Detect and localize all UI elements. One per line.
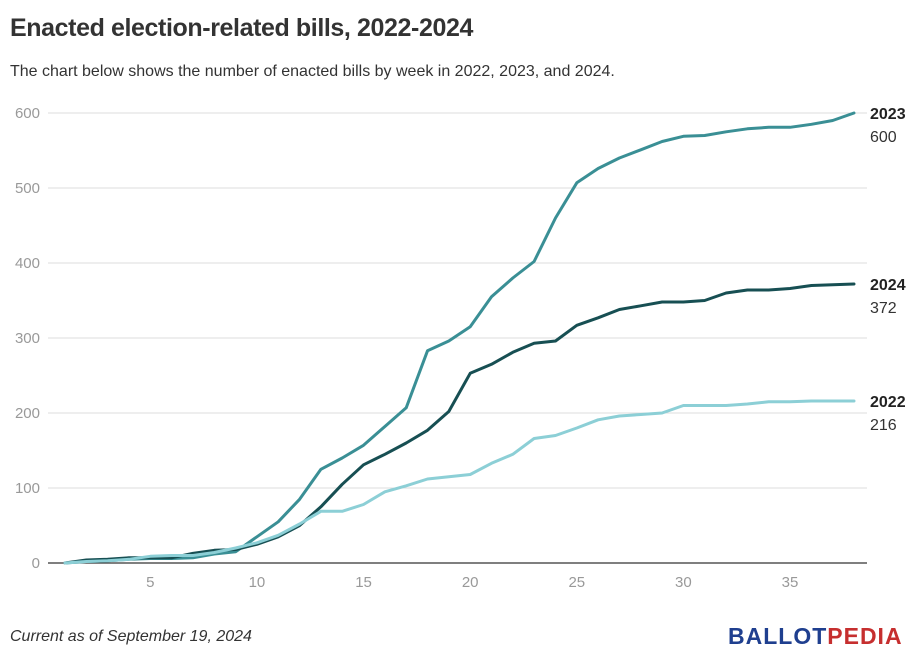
x-tick-label: 20: [462, 574, 479, 591]
series-label-2024: 2024: [870, 277, 906, 294]
x-tick-label: 10: [249, 574, 266, 591]
series-label-2023: 2023: [870, 106, 906, 123]
chart-title: Enacted election-related bills, 2022-202…: [10, 14, 473, 42]
y-axis-ticks: 0 100 200 300 400 500 600: [15, 105, 40, 572]
series-lines: [63, 111, 856, 565]
series-line-2024: [63, 282, 856, 565]
x-tick-label: 5: [146, 574, 154, 591]
series-end-labels: 2023 600 2024 372 2022 216: [870, 106, 906, 434]
x-tick-label: 35: [782, 574, 799, 591]
y-tick-label: 600: [15, 105, 40, 122]
ballotpedia-logo[interactable]: BALLOTPEDIA: [728, 623, 903, 650]
grid-lines: [48, 112, 867, 564]
x-axis-ticks: 5 10 15 20 25 30 35: [146, 574, 798, 591]
series-end-value-2022: 216: [870, 417, 897, 434]
y-tick-label: 0: [32, 555, 40, 572]
x-tick-label: 15: [355, 574, 372, 591]
logo-part-ballot: BALLOT: [728, 623, 828, 649]
series-end-value-2023: 600: [870, 129, 897, 146]
y-tick-label: 400: [15, 255, 40, 272]
series-end-value-2024: 372: [870, 300, 897, 317]
y-tick-label: 200: [15, 405, 40, 422]
series-line-2023: [63, 111, 856, 565]
chart-subtitle: The chart below shows the number of enac…: [10, 63, 615, 80]
y-tick-label: 300: [15, 330, 40, 347]
x-tick-label: 25: [568, 574, 585, 591]
line-chart: 0 100 200 300 400 500 600 5 10 15 20 25 30 35 2023 60…: [15, 105, 906, 591]
y-tick-label: 500: [15, 180, 40, 197]
series-label-2022: 2022: [870, 394, 906, 411]
y-tick-label: 100: [15, 480, 40, 497]
footer-note: Current as of September 19, 2024: [10, 628, 252, 645]
logo-part-pedia: PEDIA: [827, 623, 903, 649]
x-tick-label: 30: [675, 574, 692, 591]
series-line-2022: [63, 399, 856, 565]
